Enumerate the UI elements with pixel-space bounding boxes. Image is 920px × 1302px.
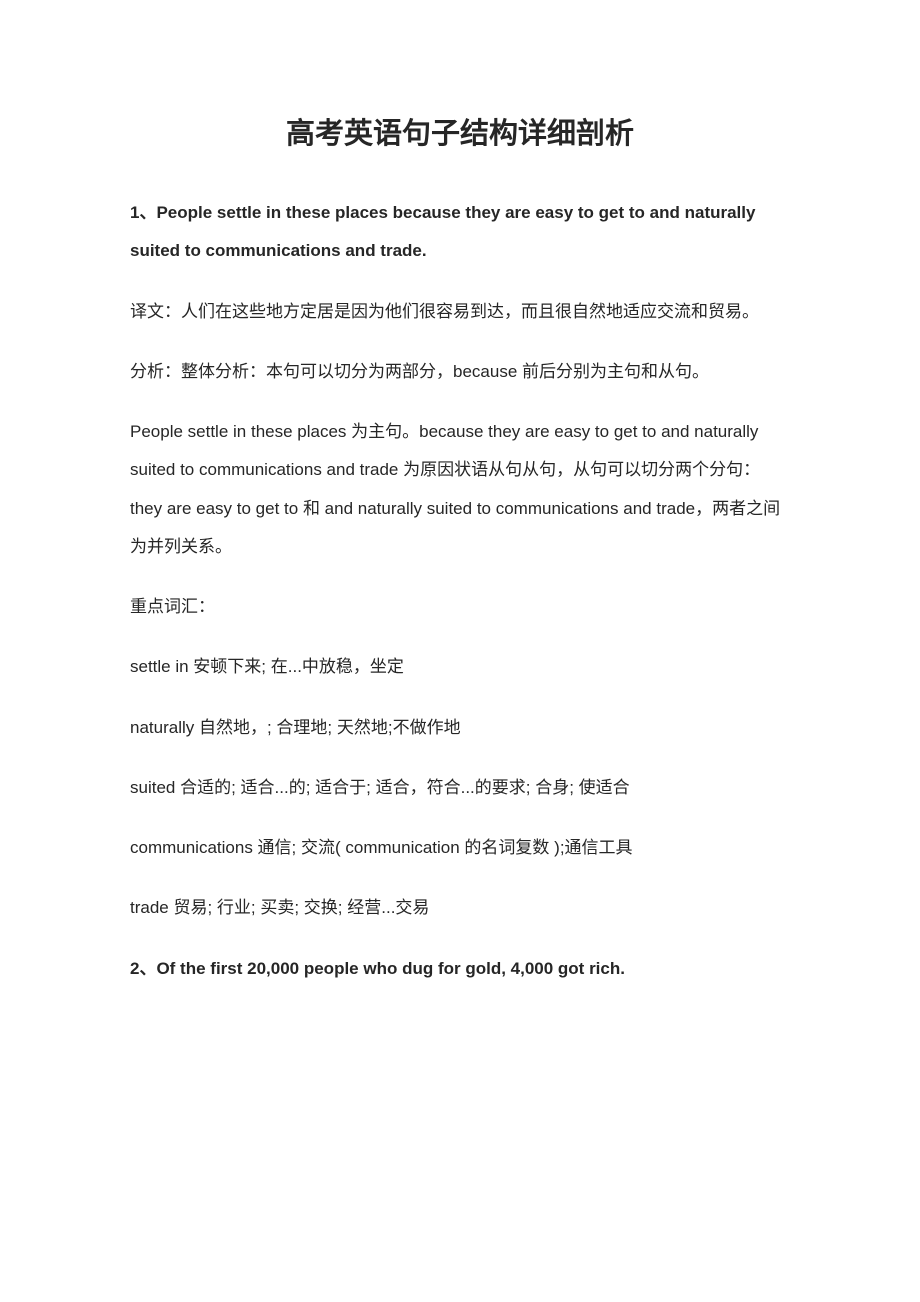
section-1-heading: 1、People settle in these places because …	[130, 194, 790, 271]
section-2-heading: 2、Of the first 20,000 people who dug for…	[130, 950, 790, 988]
section-1-analysis-detail: People settle in these places 为主句。becaus…	[130, 413, 790, 566]
vocab-item: communications 通信; 交流( communication 的名词…	[130, 829, 790, 867]
section-1-analysis-overall: 分析：整体分析：本句可以切分为两部分，because 前后分别为主句和从句。	[130, 353, 790, 391]
vocab-item: trade 贸易; 行业; 买卖; 交换; 经营...交易	[130, 889, 790, 927]
section-1-translation: 译文：人们在这些地方定居是因为他们很容易到达，而且很自然地适应交流和贸易。	[130, 293, 790, 331]
page-title: 高考英语句子结构详细剖析	[130, 110, 790, 152]
vocab-item: suited 合适的; 适合...的; 适合于; 适合，符合...的要求; 合身…	[130, 769, 790, 807]
vocab-item: settle in 安顿下来; 在...中放稳，坐定	[130, 648, 790, 686]
vocab-label: 重点词汇：	[130, 588, 790, 626]
vocab-item: naturally 自然地，; 合理地; 天然地;不做作地	[130, 709, 790, 747]
